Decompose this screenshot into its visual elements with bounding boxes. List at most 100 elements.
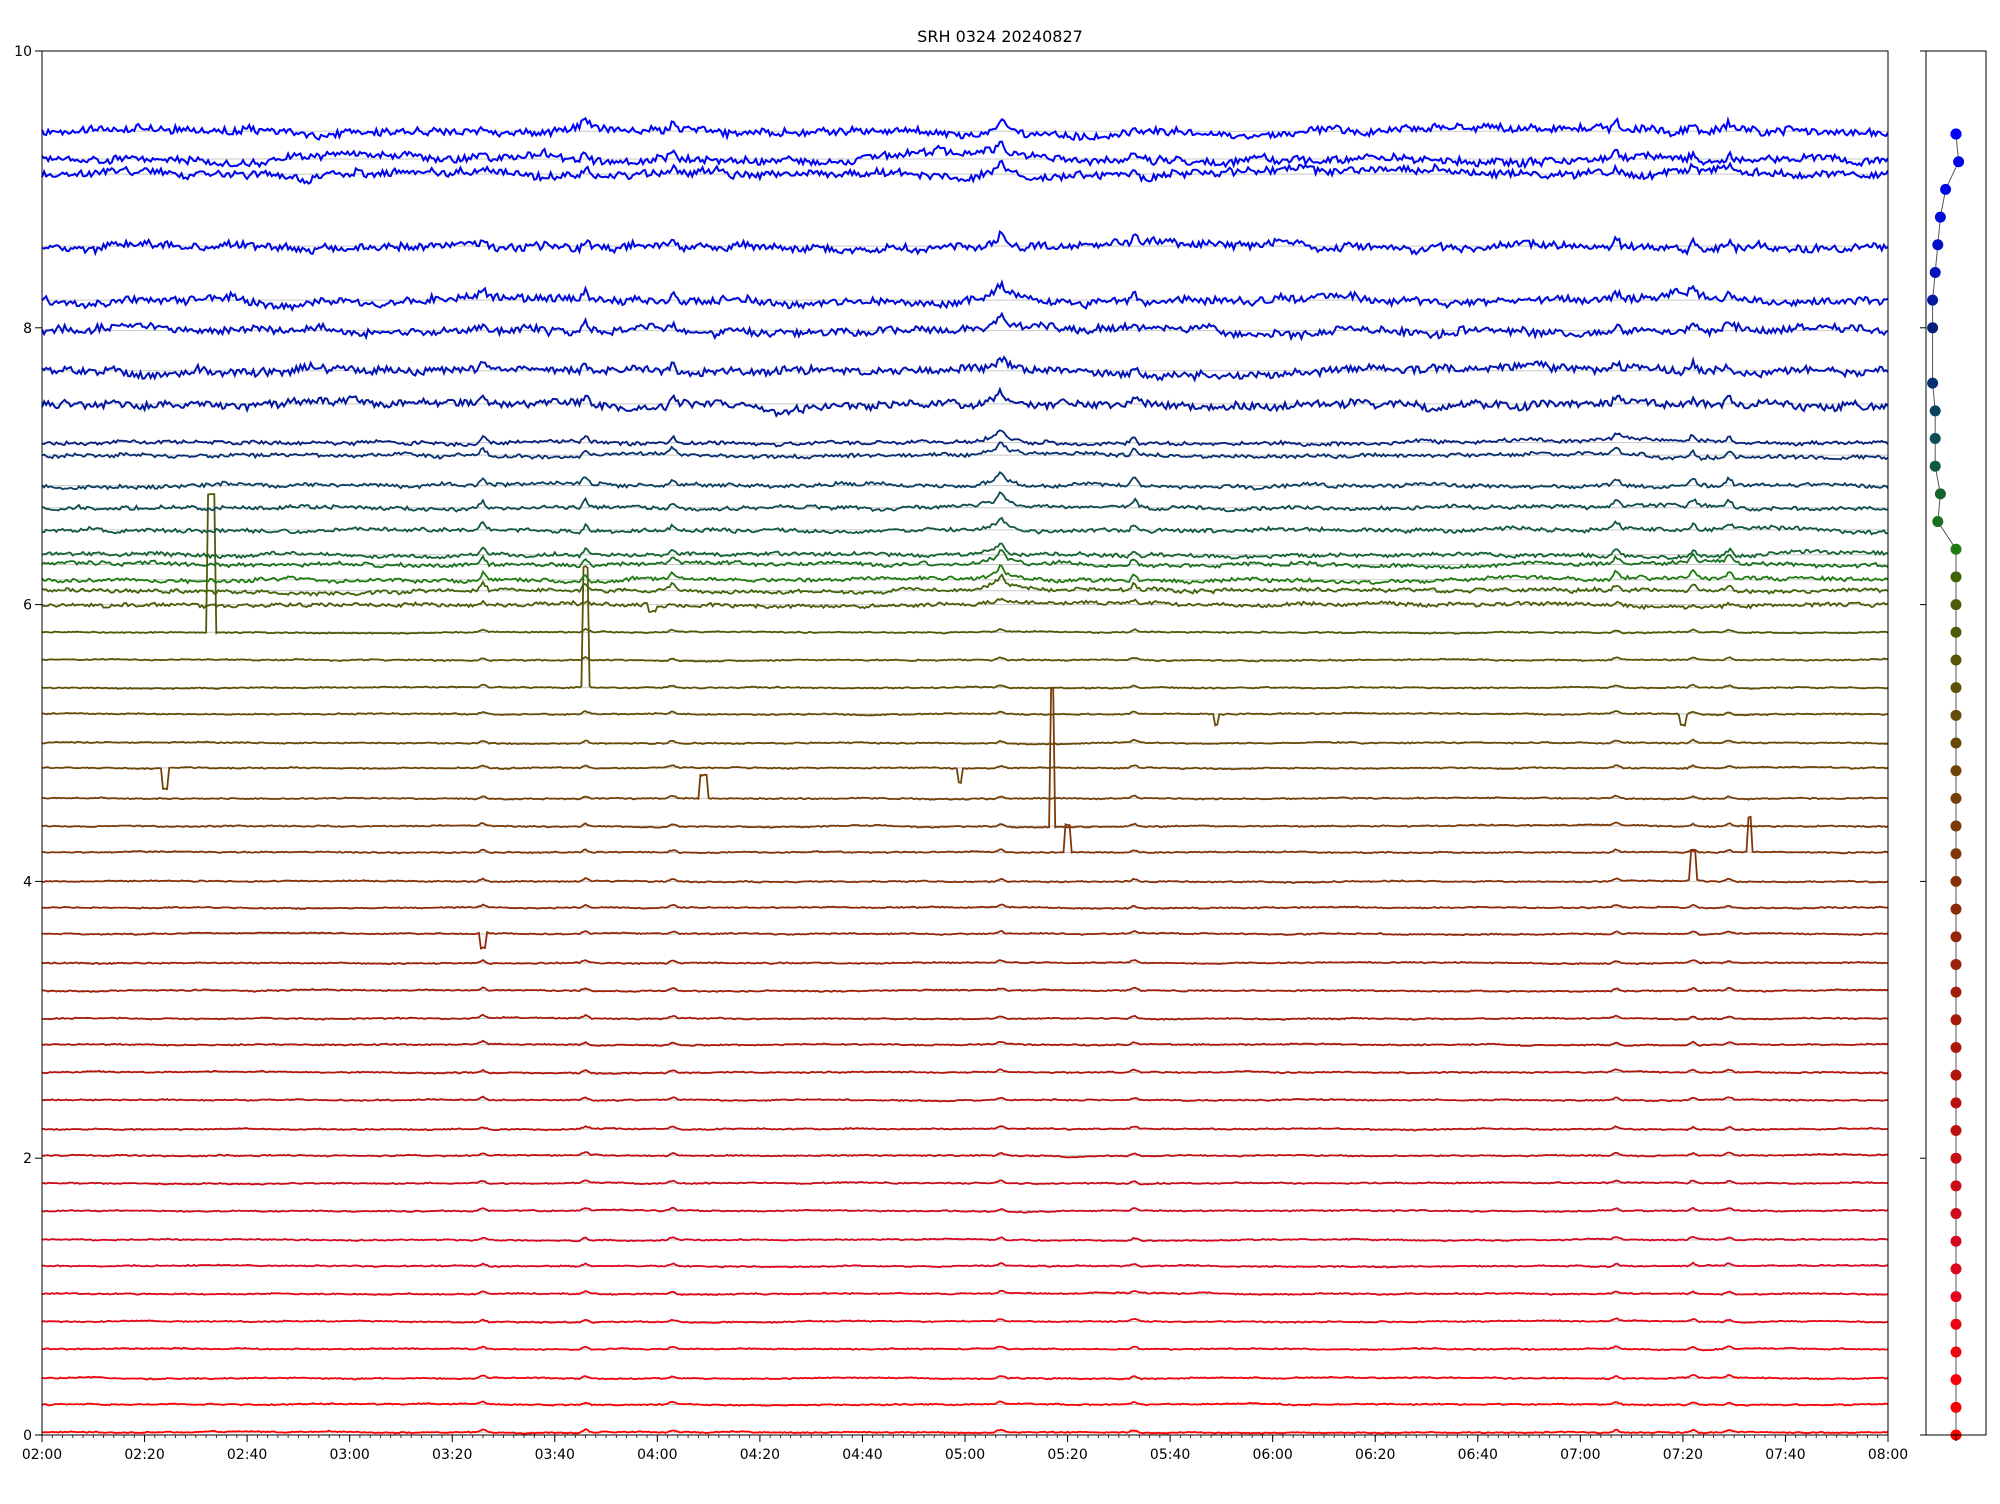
side-point <box>1950 820 1962 832</box>
side-point <box>1950 1263 1962 1275</box>
y-tick-label: 8 <box>23 321 32 337</box>
side-point <box>1950 1097 1962 1109</box>
trace-line <box>41 903 1889 910</box>
side-point <box>1934 488 1946 500</box>
trace-line <box>41 773 1889 801</box>
trace-line <box>41 738 1889 746</box>
side-point <box>1929 405 1941 417</box>
y-tick-label: 0 <box>23 1428 32 1444</box>
side-point <box>1950 1014 1962 1026</box>
side-point <box>1950 1041 1962 1053</box>
trace-line <box>41 441 1889 462</box>
side-point <box>1950 931 1962 943</box>
trace-line <box>41 1039 1889 1047</box>
side-point <box>1950 1318 1962 1330</box>
trace-line <box>41 1206 1889 1214</box>
side-point <box>1950 682 1962 694</box>
side-plot-frame <box>1925 50 1987 1436</box>
side-point <box>1927 294 1939 306</box>
side-point <box>1950 626 1962 638</box>
trace-line <box>41 1013 1889 1021</box>
trace-line <box>41 565 1889 690</box>
trace-line <box>41 686 1889 829</box>
trace-line <box>41 655 1889 663</box>
main-y-axis: 0 2 4 6 8 10 <box>14 44 1926 1444</box>
side-point <box>1950 1069 1962 1081</box>
trace-line <box>41 563 1889 586</box>
trace-line <box>41 542 1888 560</box>
side-point <box>1950 1346 1962 1358</box>
side-point <box>1950 875 1962 887</box>
y-tick-label: 2 <box>23 1151 32 1167</box>
side-point <box>1940 183 1952 195</box>
trace-line <box>41 1151 1889 1159</box>
side-point <box>1950 654 1962 666</box>
x-tick-label: 02:40 <box>227 1447 267 1463</box>
trace-line <box>41 1400 1889 1407</box>
trace-line <box>41 229 1889 257</box>
y-tick-label: 10 <box>14 44 32 60</box>
side-plot <box>1927 128 1965 1441</box>
trace-line <box>41 1373 1889 1381</box>
trace-line <box>41 278 1889 312</box>
x-tick-label: 03:40 <box>535 1447 575 1463</box>
trace-line <box>41 959 1889 966</box>
side-point <box>1950 1374 1962 1386</box>
side-point <box>1950 903 1962 915</box>
trace-line <box>41 1235 1889 1243</box>
x-tick-label: 08:00 <box>1868 1447 1908 1463</box>
side-point <box>1950 571 1962 583</box>
trace-line <box>41 115 1889 142</box>
trace-line <box>41 1289 1889 1296</box>
trace-line <box>41 1317 1889 1324</box>
x-tick-label: 07:40 <box>1765 1447 1805 1463</box>
trace-line <box>41 1125 1889 1132</box>
trace-line <box>41 159 1889 185</box>
side-point <box>1950 1401 1962 1413</box>
trace-line <box>41 516 1889 536</box>
trace-line <box>41 710 1889 727</box>
x-tick-label: 06:00 <box>1252 1447 1292 1463</box>
trace-line <box>41 386 1889 418</box>
side-point <box>1932 239 1944 251</box>
side-point <box>1950 709 1962 721</box>
trace-line <box>41 1261 1889 1269</box>
trace-line <box>41 1179 1889 1186</box>
x-tick-label: 02:00 <box>22 1447 62 1463</box>
trace-line <box>41 493 1889 635</box>
side-point <box>1950 737 1962 749</box>
trace-line <box>41 764 1889 791</box>
trace-line <box>41 1095 1889 1103</box>
trace-line <box>41 140 1889 170</box>
x-tick-label: 07:20 <box>1663 1447 1703 1463</box>
x-tick-label: 04:00 <box>637 1447 677 1463</box>
x-tick-label: 06:20 <box>1355 1447 1395 1463</box>
trace-line <box>41 471 1889 491</box>
x-tick-label: 04:40 <box>842 1447 882 1463</box>
trace-line <box>41 429 1889 448</box>
side-point <box>1929 266 1941 278</box>
x-tick-label: 02:20 <box>124 1447 164 1463</box>
side-point <box>1950 128 1962 140</box>
trace-line <box>41 597 1889 613</box>
side-point <box>1950 1180 1962 1192</box>
trace-line <box>41 549 1889 570</box>
side-point <box>1927 377 1939 389</box>
side-point <box>1950 1152 1962 1164</box>
side-point <box>1929 460 1941 472</box>
side-point <box>1934 211 1946 223</box>
trace-line <box>41 573 1889 597</box>
x-tick-label: 05:40 <box>1150 1447 1190 1463</box>
trace-line <box>41 1428 1889 1435</box>
side-point <box>1950 848 1962 860</box>
side-point <box>1950 543 1962 555</box>
side-point <box>1950 765 1962 777</box>
y-tick-label: 4 <box>23 874 32 890</box>
side-point <box>1950 1291 1962 1303</box>
trace-line <box>41 1345 1889 1352</box>
side-point <box>1950 1235 1962 1247</box>
side-point <box>1950 1208 1962 1220</box>
side-point <box>1950 792 1962 804</box>
